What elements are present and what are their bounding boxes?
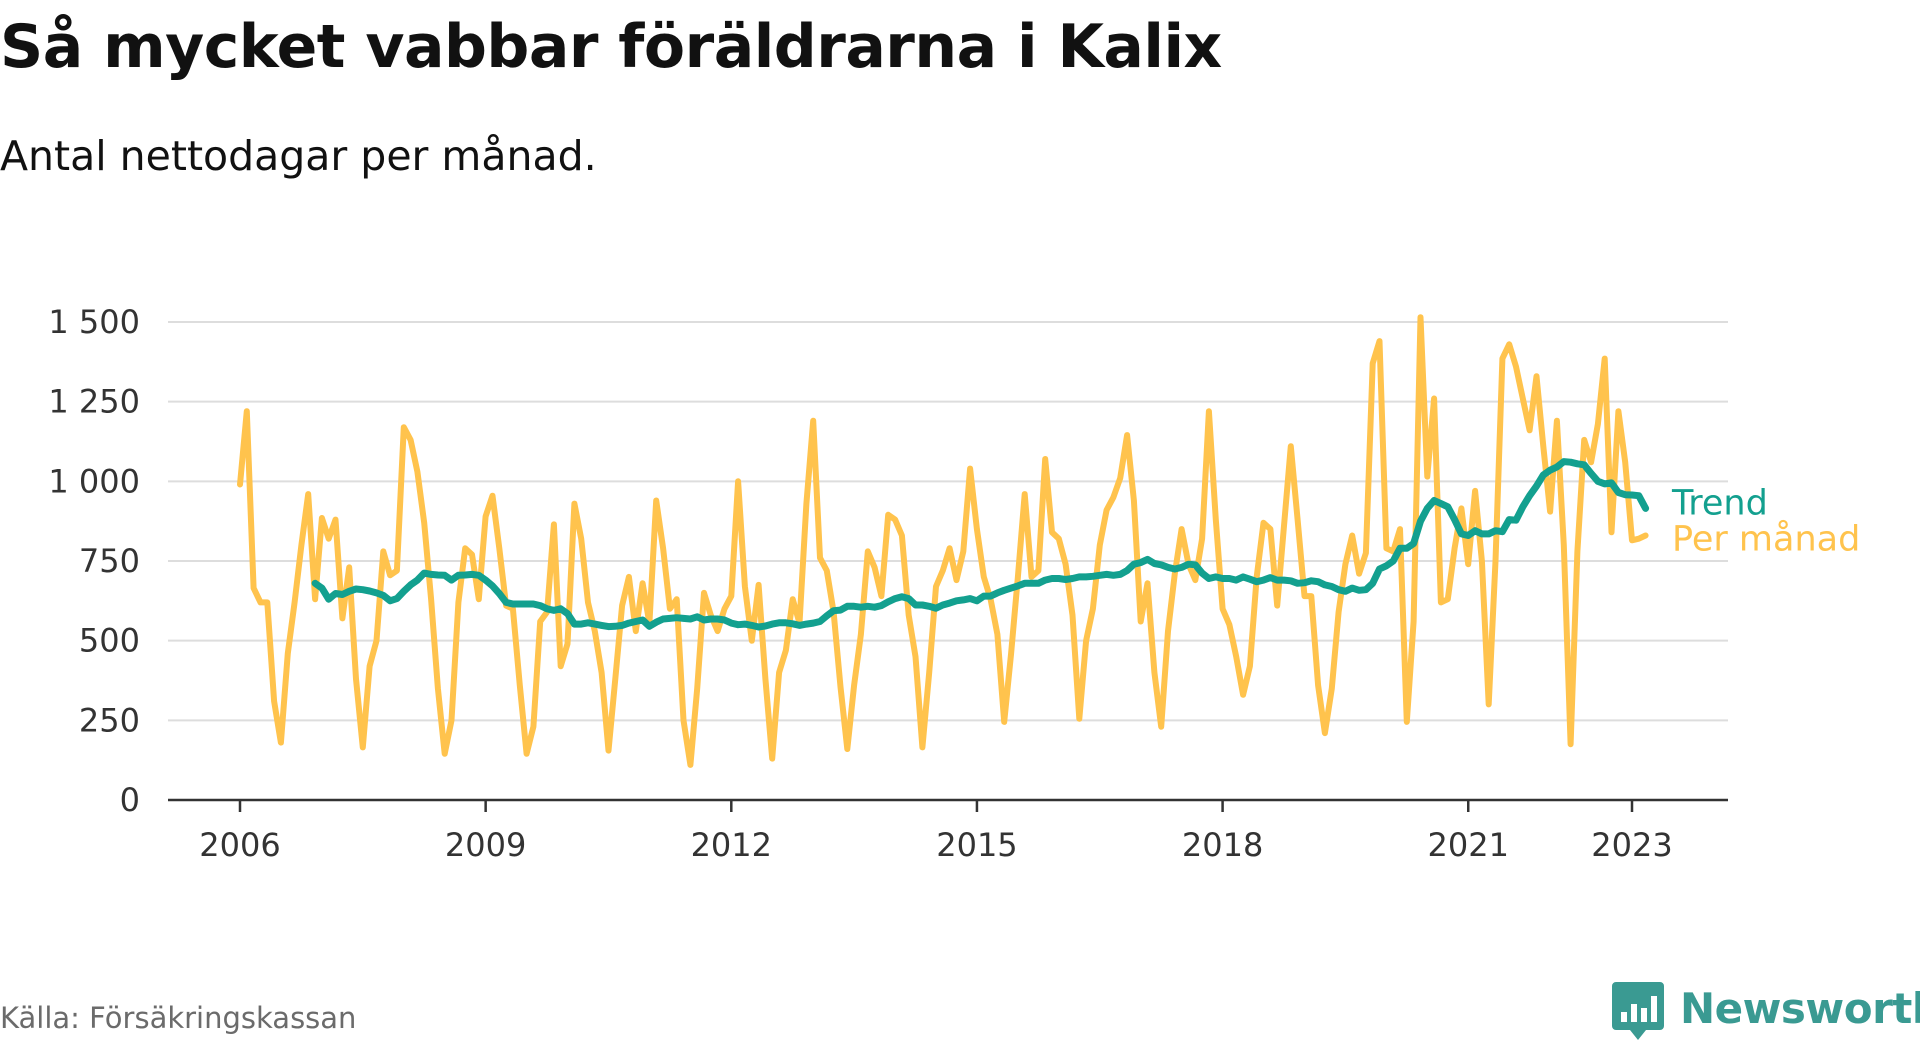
x-tick-label: 2015 <box>936 826 1017 864</box>
series-label-trend: Trend <box>1671 483 1768 523</box>
series-line-per-manad <box>237 314 1649 768</box>
x-tick-label: 2021 <box>1428 826 1509 864</box>
series-lines <box>237 314 1650 768</box>
series-line-trend <box>311 458 1650 631</box>
y-tick-label: 1 250 <box>48 383 140 421</box>
y-tick-label: 1 500 <box>48 303 140 341</box>
x-tick-label: 2006 <box>199 826 280 864</box>
brand-name: Newsworthy <box>1680 984 1920 1033</box>
x-tick-label: 2023 <box>1591 826 1672 864</box>
y-tick-label: 1 000 <box>48 462 140 500</box>
chart-subtitle: Antal nettodagar per månad. <box>0 132 597 180</box>
x-tick-label: 2009 <box>445 826 526 864</box>
y-axis-tick-labels: 0 250 500 750 1 000 1 250 1 500 <box>48 303 140 819</box>
y-tick-label: 500 <box>79 622 140 660</box>
x-tick-label: 2012 <box>691 826 772 864</box>
series-label-per-manad: Per månad <box>1672 518 1860 559</box>
y-tick-label: 0 <box>120 781 140 819</box>
newsworthy-logo: Newsworthy <box>1612 982 1920 1040</box>
x-axis: 2006 2009 2012 2015 2018 2021 2023 <box>168 798 1728 864</box>
source-note: Källa: Försäkringskassan <box>0 1001 357 1035</box>
chart-title: Så mycket vabbar föräldrarna i Kalix <box>0 12 1222 82</box>
y-tick-label: 750 <box>79 542 140 580</box>
bar-chart-badge-icon <box>1612 982 1664 1040</box>
x-tick-label: 2018 <box>1182 826 1263 864</box>
y-tick-label: 250 <box>79 701 140 739</box>
